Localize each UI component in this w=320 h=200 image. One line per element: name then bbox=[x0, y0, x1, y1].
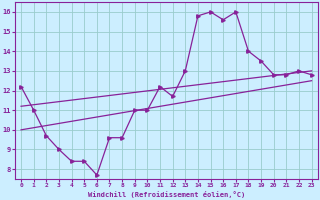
X-axis label: Windchill (Refroidissement éolien,°C): Windchill (Refroidissement éolien,°C) bbox=[88, 191, 245, 198]
